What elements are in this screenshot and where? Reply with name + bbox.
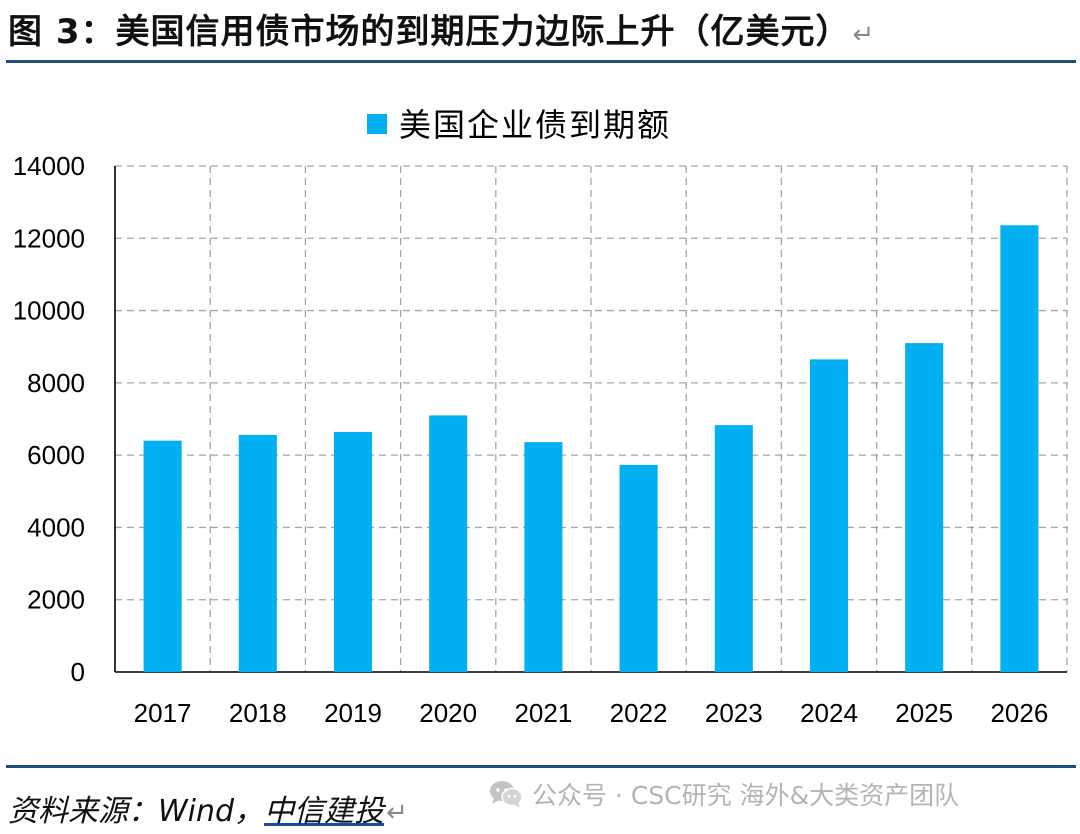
y-tick-label: 14000 xyxy=(13,151,85,181)
wechat-icon xyxy=(490,781,523,808)
x-tick-label: 2018 xyxy=(229,698,287,728)
y-tick-label: 4000 xyxy=(27,512,85,542)
bottom-divider xyxy=(6,765,1076,768)
bar-2018 xyxy=(238,434,277,672)
y-tick-label: 10000 xyxy=(13,296,85,326)
y-tick-label: 8000 xyxy=(27,368,85,398)
bar-2022 xyxy=(619,464,658,672)
x-tick-label: 2025 xyxy=(895,698,953,728)
legend-label: 美国企业债到期额 xyxy=(399,106,671,144)
y-tick-label: 12000 xyxy=(13,223,85,253)
legend-swatch xyxy=(367,114,387,134)
y-tick-label: 6000 xyxy=(27,440,85,470)
chart: 0 2000 4000 6000 8000 10000 12000 14000 2017 2018… xyxy=(13,106,1068,728)
bar-2021 xyxy=(524,442,563,672)
bar-2023 xyxy=(714,425,753,672)
x-tick-label: 2020 xyxy=(419,698,477,728)
figure-title-text: 图 3：美国信用债市场的到期压力边际上升（亿美元） xyxy=(8,12,851,52)
source-brand: 中信建投 xyxy=(264,794,385,829)
x-tick-label: 2023 xyxy=(705,698,763,728)
return-mark: ↵ xyxy=(852,20,876,50)
watermark-text: 公众号 · CSC研究 海外&大类资产团队 xyxy=(532,781,960,810)
top-divider xyxy=(6,60,1076,63)
bar-2025 xyxy=(905,343,944,672)
bar-2019 xyxy=(333,432,373,672)
source-return-mark: ↵ xyxy=(386,798,408,828)
y-tick-label: 0 xyxy=(71,657,85,687)
bar-2020 xyxy=(429,415,468,672)
x-tick-label: 2026 xyxy=(990,698,1048,728)
x-tick-label: 2024 xyxy=(800,698,858,728)
source-note: 资料来源：Wind，中信建投↵ xyxy=(8,786,408,830)
source-prefix: 资料来源：Wind， xyxy=(8,794,265,829)
x-tick-label: 2022 xyxy=(610,698,668,728)
x-tick-label: 2019 xyxy=(324,698,382,728)
watermark: 公众号 · CSC研究 海外&大类资产团队 xyxy=(488,776,959,812)
bar-2017 xyxy=(143,440,182,672)
x-tick-label: 2021 xyxy=(514,698,572,728)
bar-2026 xyxy=(1000,225,1039,672)
figure-title: 图 3：美国信用债市场的到期压力边际上升（亿美元）↵ xyxy=(8,4,875,53)
x-tick-label: 2017 xyxy=(134,698,192,728)
y-tick-label: 2000 xyxy=(27,585,85,615)
bar-2024 xyxy=(809,359,849,672)
